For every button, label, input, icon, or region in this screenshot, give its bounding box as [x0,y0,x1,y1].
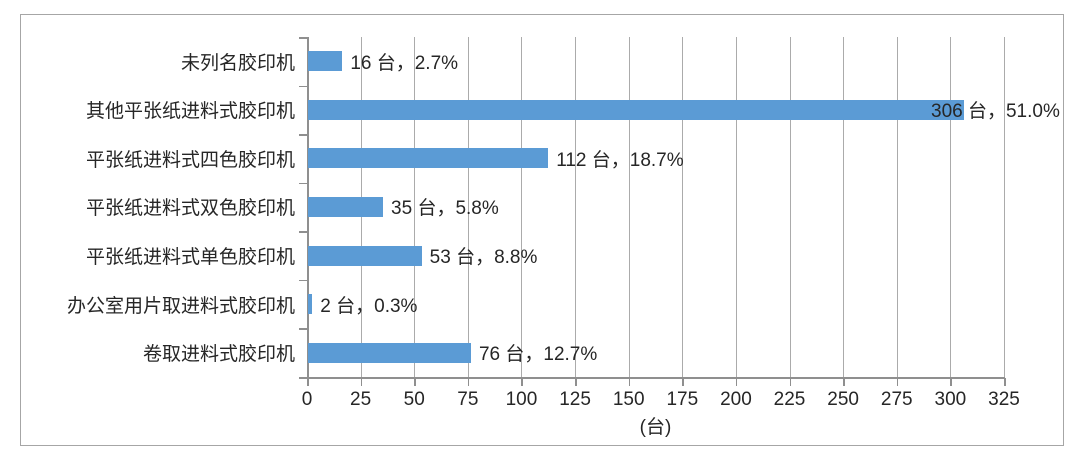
x-tick-label: 175 [666,389,699,410]
x-axis-tick-mark [735,378,738,386]
bar [308,51,343,72]
x-axis-tick-mark [789,378,792,386]
x-tick-label: 150 [612,389,645,410]
x-axis-tick-mark [360,378,363,386]
y-axis-line [307,37,309,378]
y-axis-tick-mark [299,37,307,39]
x-axis-tick-mark [843,378,845,386]
y-axis-tick-mark [299,328,307,330]
x-tick-label: 200 [720,389,752,410]
bar [308,294,313,315]
data-label: 76 台，12.7% [478,344,598,366]
chart-frame: (台) 0 25 50 75 100 125 150 175 200 225 250 275 300 32… [20,14,1064,446]
gridline [1004,37,1005,377]
plot-area: (台) 0 25 50 75 100 125 150 175 200 225 250 275 300 32… [67,37,1060,438]
category-label: 平张纸进料式单色胶印机 [85,247,295,269]
data-label: 112 台，18.7% [556,149,684,171]
gridline [682,37,684,377]
y-axis-tick-mark [299,377,307,379]
gridline [467,37,469,377]
y-axis-tick-mark [299,134,307,136]
x-axis-tick-mark [521,378,523,386]
category-label: 卷取进料式胶印机 [142,344,295,366]
category-label: 办公室用片取进料式胶印机 [66,295,295,317]
gridline [521,37,523,377]
x-tick-label: 125 [559,389,591,410]
gridline [628,37,630,377]
data-label: 16 台，2.7% [350,52,459,74]
y-axis-tick-mark [299,279,307,282]
x-axis-tick-mark [307,378,309,386]
data-label: 35 台，5.8% [391,198,499,220]
x-tick-label: 300 [934,389,967,410]
category-label: 平张纸进料式四色胶印机 [85,149,295,171]
x-tick-label: 275 [880,389,913,410]
x-tick-label: 100 [505,389,538,410]
bar [308,148,549,169]
gridline [735,37,737,377]
x-tick-label: 25 [350,389,372,410]
category-label: 未列名胶印机 [180,52,295,74]
x-tick-label: 225 [773,389,806,410]
x-axis-tick-mark [950,378,952,386]
gridline [843,37,845,377]
x-axis-line [307,377,1005,379]
x-tick-label: 250 [827,389,859,410]
data-label: 306 台，51.0% [931,101,1060,123]
x-tick-label: 75 [457,389,479,410]
y-axis-tick-mark [299,182,307,185]
data-label: 2 台，0.3% [320,295,418,317]
y-axis-tick-mark [299,85,307,88]
x-axis-tick-mark [575,378,577,386]
x-axis-tick-mark [467,378,470,386]
bar [308,342,471,363]
x-axis-tick-mark [896,378,899,386]
x-tick-label: 325 [988,389,1020,410]
category-label: 平张纸进料式双色胶印机 [85,198,295,220]
x-axis-tick-mark [1004,378,1006,386]
x-axis-tick-mark [628,378,631,386]
y-axis-tick-mark [299,231,307,233]
bar [308,197,384,217]
x-tick-label: 50 [403,389,425,410]
data-label: 53 台，8.8% [429,247,538,269]
gridline [789,37,791,377]
bar [308,99,965,120]
bar [308,245,422,266]
x-axis-title: (台) [639,417,672,438]
x-tick-label: 0 [301,389,313,410]
x-axis-tick-mark [682,378,684,386]
gridline [896,37,898,377]
gridline [575,37,577,377]
gridline [414,37,416,377]
category-label: 其他平张纸进料式胶印机 [85,101,295,123]
x-axis-tick-mark [414,378,416,386]
gridline [950,37,952,377]
